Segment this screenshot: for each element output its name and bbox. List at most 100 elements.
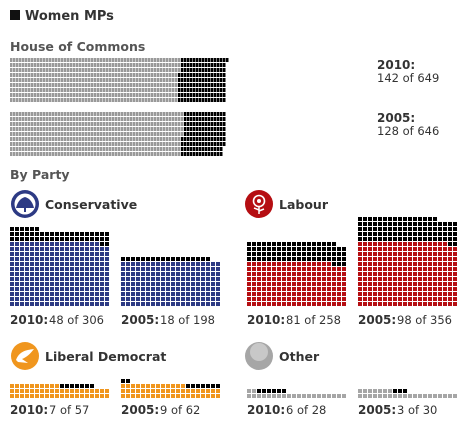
- commons-2005-man-square: [151, 137, 154, 141]
- labour-2005-year: 2005:: [358, 313, 396, 327]
- commons-2005-man-square: [118, 117, 121, 121]
- labour-2010-man-square: [247, 297, 251, 301]
- commons-2005-man-square: [22, 112, 25, 116]
- conservative-2005-man-square: [186, 277, 190, 281]
- labour-2005-man-square: [418, 272, 422, 276]
- commons-2010-man-square: [175, 68, 178, 72]
- commons-2010-man-square: [16, 68, 19, 72]
- labour-2010-man-square: [292, 292, 296, 296]
- commons-2005-woman-square: [205, 122, 208, 126]
- labour-2010-woman-square: [277, 242, 281, 246]
- conservative-2010-man-square: [30, 262, 34, 266]
- commons-2005-man-square: [19, 127, 22, 131]
- commons-2005-man-square: [22, 132, 25, 136]
- labour-2005-man-square: [408, 302, 412, 306]
- commons-2010-man-square: [13, 93, 16, 97]
- labour-2005-woman-square: [453, 232, 457, 236]
- commons-2010-man-square: [58, 58, 61, 62]
- commons-2005-man-square: [22, 127, 25, 131]
- conservative-2010-count: 48 of 306: [49, 313, 104, 327]
- conservative-2010-man-square: [60, 247, 64, 251]
- libdem-2005-man-square: [141, 394, 145, 398]
- conservative-2005-man-square: [151, 277, 155, 281]
- conservative-2005-man-square: [211, 277, 215, 281]
- conservative-2010-man-square: [30, 297, 34, 301]
- commons-2005-man-square: [37, 147, 40, 151]
- commons-2005-man-square: [82, 147, 85, 151]
- labour-2010-woman-square: [312, 247, 316, 251]
- other-2005-man-square: [383, 389, 387, 393]
- conservative-2010-man-square: [35, 287, 39, 291]
- labour-2005-man-square: [433, 262, 437, 266]
- commons-2010-man-square: [13, 73, 16, 77]
- labour-2010-man-square: [332, 267, 336, 271]
- conservative-2010-woman-square: [80, 237, 84, 241]
- commons-2010-man-square: [103, 88, 106, 92]
- commons-2010-woman-square: [178, 98, 181, 102]
- commons-2010-man-square: [139, 83, 142, 87]
- commons-2010-man-square: [127, 78, 130, 82]
- commons-2010-man-square: [151, 98, 154, 102]
- conservative-2010-man-square: [15, 277, 19, 281]
- conservative-2010-man-square: [45, 297, 49, 301]
- commons-2005-woman-square: [223, 132, 226, 136]
- libdem-2010-man-square: [25, 394, 29, 398]
- conservative-2010-man-square: [60, 242, 64, 246]
- commons-2005-woman-square: [214, 142, 217, 146]
- conservative-2005-man-square: [131, 277, 135, 281]
- commons-2010-man-square: [73, 78, 76, 82]
- labour-2005-woman-square: [368, 232, 372, 236]
- commons-2010-man-square: [121, 88, 124, 92]
- conservative-2005-man-square: [181, 267, 185, 271]
- libdem-2005-man-square: [146, 384, 150, 388]
- commons-2005-woman-square: [223, 122, 226, 126]
- labour-2005-man-square: [368, 257, 372, 261]
- labour-2010-man-square: [282, 292, 286, 296]
- conservative-2010-man-square: [30, 292, 34, 296]
- conservative-2010-man-square: [15, 242, 19, 246]
- conservative-2005-man-square: [191, 272, 195, 276]
- labour-2010-woman-square: [332, 257, 336, 261]
- labour-2010-man-square: [322, 282, 326, 286]
- conservative-2010-man-square: [15, 252, 19, 256]
- labour-2005-man-square: [403, 302, 407, 306]
- conservative-2010-man-square: [15, 267, 19, 271]
- conservative-2010-man-square: [65, 287, 69, 291]
- conservative-2005-man-square: [146, 262, 150, 266]
- commons-2005-man-square: [16, 117, 19, 121]
- labour-2005-man-square: [428, 252, 432, 256]
- labour-2005-woman-square: [393, 217, 397, 221]
- conservative-2010-woman-square: [65, 232, 69, 236]
- labour-2005-man-square: [358, 302, 362, 306]
- commons-2005-man-square: [10, 137, 13, 141]
- commons-2005-man-square: [94, 112, 97, 116]
- commons-2010-man-square: [52, 78, 55, 82]
- labour-2010-woman-square: [342, 252, 346, 256]
- commons-2005-man-square: [151, 117, 154, 121]
- labour-2010-man-square: [277, 272, 281, 276]
- labour-2010-man-square: [262, 262, 266, 266]
- commons-2010-man-square: [148, 98, 151, 102]
- commons-2010-man-square: [166, 68, 169, 72]
- commons-2005-man-square: [67, 137, 70, 141]
- labour-2010-woman-square: [337, 262, 341, 266]
- commons-2005-man-square: [139, 137, 142, 141]
- commons-2010-man-square: [103, 78, 106, 82]
- commons-2010-woman-square: [193, 98, 196, 102]
- commons-2005-man-square: [88, 122, 91, 126]
- commons-2005-man-square: [25, 112, 28, 116]
- conservative-2005-man-square: [161, 282, 165, 286]
- conservative-2005-man-square: [176, 267, 180, 271]
- labour-2010-man-square: [297, 267, 301, 271]
- commons-2005-man-square: [154, 132, 157, 136]
- labour-2005-woman-square: [428, 217, 432, 221]
- labour-2010-man-square: [262, 277, 266, 281]
- commons-2005-woman-square: [187, 142, 190, 146]
- commons-2005-man-square: [133, 127, 136, 131]
- labour-2005-woman-square: [363, 217, 367, 221]
- conservative-2010-man-square: [10, 252, 14, 256]
- labour-2005-man-square: [403, 287, 407, 291]
- commons-2005-man-square: [91, 152, 94, 156]
- labour-2005-woman-square: [368, 237, 372, 241]
- commons-2005-man-square: [73, 127, 76, 131]
